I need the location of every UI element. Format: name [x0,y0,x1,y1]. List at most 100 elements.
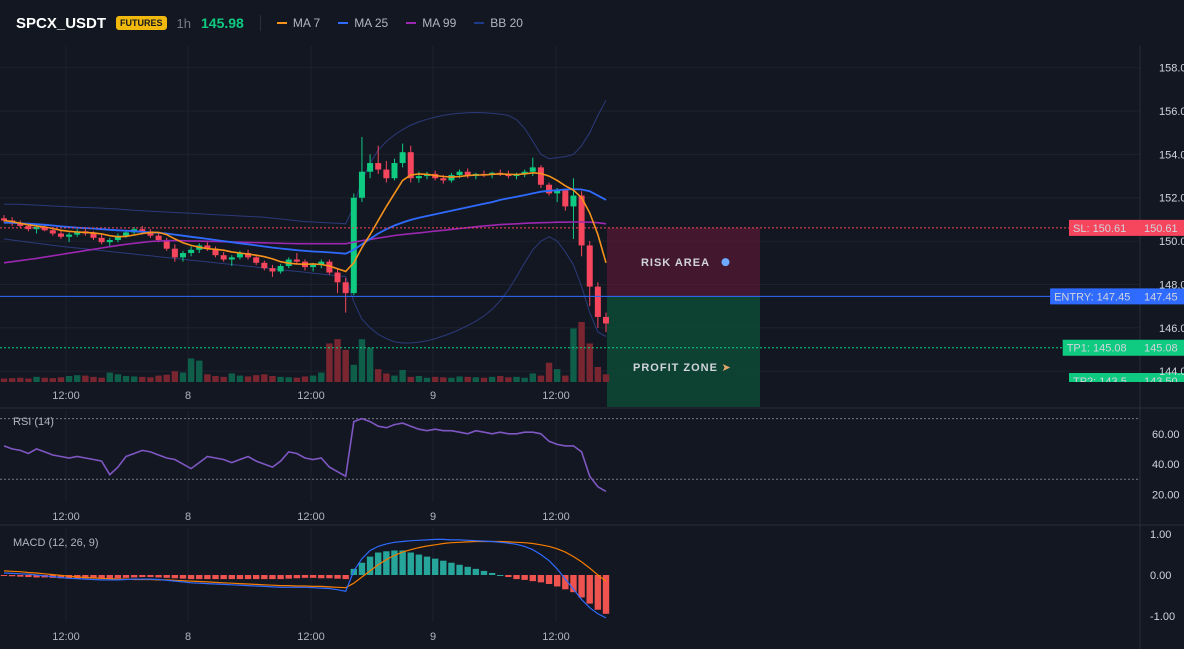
legend-ma7[interactable]: MA 7 [276,16,320,30]
legend-bb20[interactable]: BB 20 [474,16,523,30]
risk-area-label: RISK AREA [641,257,710,269]
candle-body [277,266,284,272]
macd-histogram-bar [269,575,276,580]
volume-bar [440,377,447,382]
macd-histogram-bar [505,575,512,578]
volume-bar [366,347,374,382]
macd-histogram-bar [594,575,602,610]
profit-zone [607,296,760,407]
macd-histogram-bar [236,575,244,580]
sl-tag-price: 150.61 [1144,223,1178,235]
header-divider [259,15,261,31]
volume-bar [0,378,8,382]
tp1-tag-price: 145.08 [1144,343,1178,355]
bb-lower-line [3,236,607,344]
sl-tag-price-bg [1140,219,1184,236]
risk-area-zone [607,227,760,297]
volume-bar [334,339,341,382]
price-tick-label: 152.00 [1159,193,1184,205]
symbol-title[interactable]: SPCX_USDT [16,14,107,32]
macd-histogram-bar [90,575,97,579]
time-tick-label: 9 [430,631,436,643]
candle-body [236,253,243,258]
volume-bar [578,322,585,382]
volume-bar [545,362,553,382]
macd-histogram-bar [204,575,211,580]
rsi-pane: RSI (14) 60.00 40.00 20.00 [0,416,1180,501]
macd-histogram-bar [57,575,65,579]
ma25-line [4,188,607,255]
candle-body [106,240,113,243]
time-tick-label: 9 [430,390,436,402]
volume-bar [472,377,480,382]
legend-ma99-label: MA 99 [422,16,457,30]
volume-bar [448,377,455,382]
pane-bg [0,411,1140,502]
candle-body [529,167,536,172]
volume-bar [228,373,235,382]
candle-body [212,248,219,256]
macd-tick-label: 1.00 [1150,529,1171,541]
macd-histogram-bar [602,575,610,614]
volume-bar [342,349,349,382]
macd-histogram-bar [0,575,8,576]
legend-ma25[interactable]: MA 25 [338,16,388,30]
time-tick-label: 9 [430,511,436,523]
volume-bar [17,377,24,382]
volume-bar [179,372,187,382]
candle-body [440,178,447,181]
macd-histogram-bar [65,575,73,579]
candle-body [334,272,341,283]
price-tick-label: 144.00 [1159,366,1184,378]
volume-bar [187,358,195,382]
macd-histogram-bar [252,575,260,580]
entry-tag: ENTRY: 147.45 147.45 [1050,288,1184,305]
macd-histogram-bar [25,575,32,578]
candle-body [310,264,317,268]
pane-bg [0,46,1140,382]
candle-body [228,257,235,260]
macd-histogram-bar [187,575,195,580]
time-tick-label: 12:00 [52,511,80,523]
macd-histogram-bar [220,575,227,580]
macd-histogram-bar [17,575,24,577]
bollinger-bands [3,99,607,344]
macd-histogram-bar [537,575,545,583]
macd-histogram-bar [448,562,455,575]
candle-body [114,235,121,241]
candle-body [318,261,325,265]
bb20-swatch [474,22,485,24]
macd-histogram-bar [383,551,390,575]
macd-histogram-bar [497,575,504,576]
macd-histogram-bar [326,575,333,579]
legend-ma99[interactable]: MA 99 [406,16,456,30]
ma7-swatch [276,22,287,24]
price-tick-label: 146.00 [1159,323,1184,335]
candle-body [358,171,365,198]
volume-bar [562,375,569,382]
macd-histogram-bar [212,575,219,580]
volume-bar [33,376,40,382]
macd-histogram-bar [196,575,203,580]
rsi-title: RSI (14) [13,416,54,428]
rsi-tick-label: 60.00 [1152,429,1180,441]
legend-ma25-label: MA 25 [354,16,389,30]
sl-tag-label: SL: 150.61 [1073,223,1126,235]
macd-histogram-bar [513,575,520,580]
macd-histogram-bar [285,575,292,579]
candle-body [17,223,24,226]
entry-tag-label-bg [1050,288,1140,305]
macd-histogram-bar [293,575,301,579]
tp2-price: 143.50 [1144,376,1178,388]
volume-bar [106,372,113,382]
candle-body [464,171,471,177]
volume-bar [277,376,284,382]
volume-bar [8,378,16,382]
macd-tick-label: -1.00 [1150,611,1175,623]
macd-histogram-bar [114,575,122,579]
macd-histogram-bar [570,575,577,593]
timeframe-label[interactable]: 1h [176,15,191,31]
candle-body [90,233,97,238]
volume-bar [488,376,496,382]
